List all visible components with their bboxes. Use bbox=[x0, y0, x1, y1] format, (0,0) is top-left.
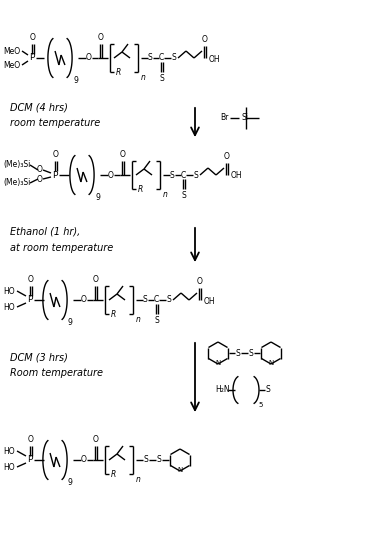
Text: 9: 9 bbox=[95, 193, 100, 202]
Text: S: S bbox=[143, 295, 147, 305]
Text: P: P bbox=[29, 54, 35, 62]
Text: Room temperature: Room temperature bbox=[10, 368, 103, 378]
Text: P: P bbox=[27, 455, 33, 464]
Text: H₂N: H₂N bbox=[215, 385, 230, 395]
Text: at room temperature: at room temperature bbox=[10, 243, 113, 253]
Text: n: n bbox=[141, 73, 146, 82]
Text: O: O bbox=[30, 33, 36, 42]
Text: O: O bbox=[108, 171, 114, 179]
Text: S: S bbox=[167, 295, 171, 305]
Text: R: R bbox=[110, 470, 115, 479]
Text: 9: 9 bbox=[68, 478, 73, 487]
Text: 9: 9 bbox=[73, 76, 78, 85]
Text: DCM (3 hrs): DCM (3 hrs) bbox=[10, 352, 68, 362]
Text: S: S bbox=[160, 74, 164, 83]
Text: S: S bbox=[181, 191, 186, 200]
Text: C: C bbox=[158, 54, 164, 62]
Text: O: O bbox=[81, 455, 87, 464]
Text: S: S bbox=[236, 349, 240, 358]
Text: O: O bbox=[197, 277, 203, 286]
Text: O: O bbox=[53, 150, 59, 159]
Text: O: O bbox=[224, 152, 230, 161]
Text: N: N bbox=[268, 360, 274, 366]
Text: S: S bbox=[172, 54, 176, 62]
Text: Ethanol (1 hr),: Ethanol (1 hr), bbox=[10, 227, 80, 237]
Text: O: O bbox=[202, 35, 208, 44]
Text: O: O bbox=[98, 33, 104, 42]
Text: S: S bbox=[249, 349, 254, 358]
Text: (Me)₃Si: (Me)₃Si bbox=[3, 178, 30, 188]
Text: DCM (4 hrs): DCM (4 hrs) bbox=[10, 103, 68, 113]
Text: OH: OH bbox=[204, 296, 216, 306]
Text: R: R bbox=[110, 310, 115, 319]
Text: O: O bbox=[120, 150, 126, 159]
Text: n: n bbox=[136, 315, 141, 324]
Text: room temperature: room temperature bbox=[10, 118, 100, 128]
Text: (Me)₃Si: (Me)₃Si bbox=[3, 160, 30, 170]
Text: R: R bbox=[137, 185, 143, 194]
Text: P: P bbox=[27, 295, 33, 305]
Text: O: O bbox=[93, 275, 99, 284]
Text: S: S bbox=[154, 316, 159, 325]
Text: S: S bbox=[193, 171, 199, 179]
Text: HO: HO bbox=[3, 302, 15, 312]
Text: MeO: MeO bbox=[3, 47, 20, 55]
Text: R: R bbox=[115, 68, 121, 77]
Text: MeO: MeO bbox=[3, 61, 20, 69]
Text: HO: HO bbox=[3, 462, 15, 472]
Text: S: S bbox=[170, 171, 174, 179]
Text: OH: OH bbox=[231, 171, 243, 180]
Text: C: C bbox=[180, 171, 186, 179]
Text: O: O bbox=[93, 435, 99, 444]
Text: n: n bbox=[163, 190, 168, 199]
Text: 5: 5 bbox=[258, 402, 262, 408]
Text: N: N bbox=[215, 360, 221, 366]
Text: P: P bbox=[52, 171, 58, 179]
Text: S: S bbox=[266, 385, 270, 395]
Text: S: S bbox=[157, 455, 161, 464]
Text: O: O bbox=[37, 165, 43, 175]
Text: Br: Br bbox=[220, 113, 229, 122]
Text: O: O bbox=[28, 275, 34, 284]
Text: HO: HO bbox=[3, 287, 15, 295]
Text: O: O bbox=[37, 175, 43, 184]
Text: Si: Si bbox=[242, 113, 249, 122]
Text: O: O bbox=[28, 435, 34, 444]
Text: O: O bbox=[86, 54, 92, 62]
Text: N: N bbox=[177, 467, 183, 473]
Text: 9: 9 bbox=[68, 318, 73, 327]
Text: S: S bbox=[148, 54, 152, 62]
Text: O: O bbox=[81, 295, 87, 305]
Text: OH: OH bbox=[209, 55, 221, 63]
Text: HO: HO bbox=[3, 447, 15, 455]
Text: n: n bbox=[136, 475, 141, 484]
Text: C: C bbox=[153, 295, 159, 305]
Text: S: S bbox=[144, 455, 148, 464]
